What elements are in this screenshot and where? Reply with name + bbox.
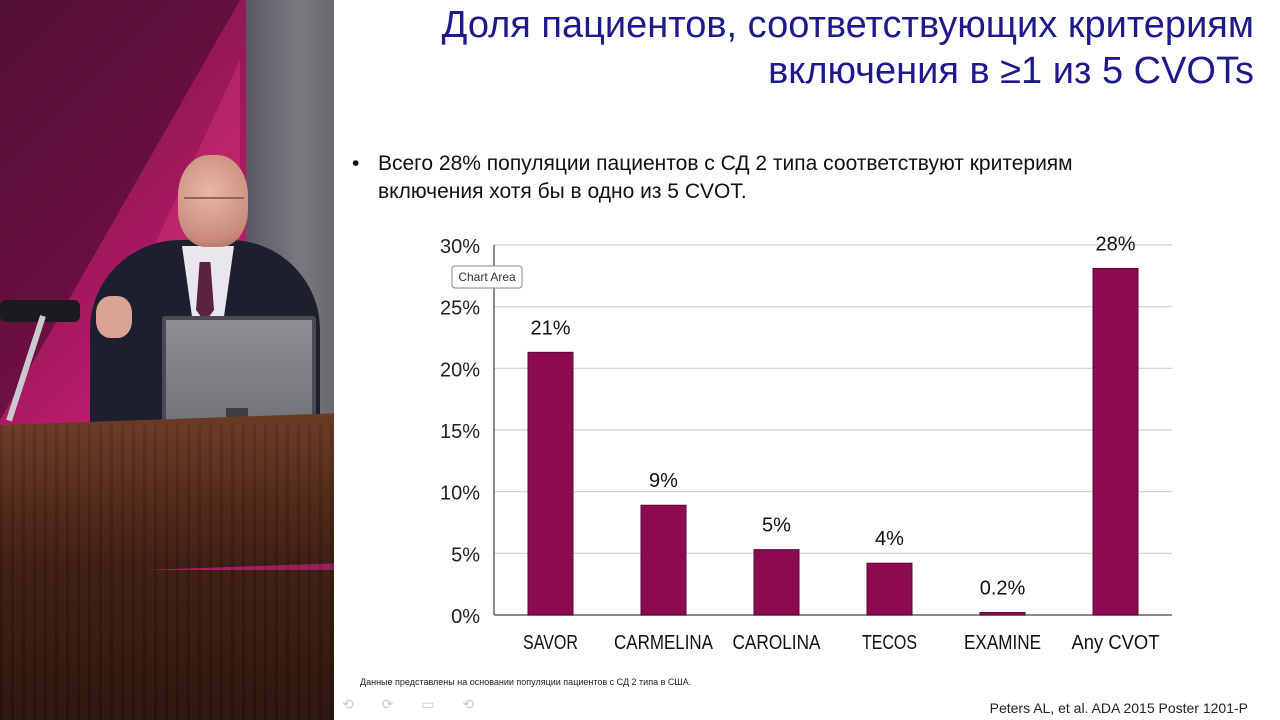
podium-texture — [0, 425, 334, 720]
bar — [527, 351, 574, 616]
speaker-head — [178, 155, 248, 247]
chart-area-tooltip — [451, 265, 523, 289]
data-label: 5% — [762, 515, 791, 537]
data-label: 9% — [649, 470, 678, 492]
y-tick-label: 10% — [440, 483, 480, 505]
y-tick-label: 25% — [440, 298, 480, 320]
speaker-glasses — [184, 197, 244, 211]
slide-title-line1: Доля пациентов, соответствующих критерия… — [441, 4, 1254, 46]
x-tick-label: SAVOR — [523, 632, 578, 654]
bullet-point: • Всего 28% популяции пациентов с СД 2 т… — [352, 150, 1232, 206]
y-tick-label: 0% — [451, 606, 480, 628]
x-tick-label: CAROLINA — [733, 632, 822, 654]
bullet-marker: • — [352, 152, 360, 175]
bar — [1092, 267, 1139, 616]
slide-title-line2: включения в ≥1 из 5 CVOTs — [768, 50, 1254, 92]
y-tick-label: 20% — [440, 359, 480, 381]
x-tick-label: EXAMINE — [964, 632, 1041, 654]
x-tick-label: Any CVOT — [1072, 632, 1160, 654]
presentation-slide: Доля пациентов, соответствующих критерия… — [334, 0, 1280, 720]
bar — [640, 504, 687, 616]
microphone — [0, 300, 80, 322]
speaker-video — [0, 0, 334, 720]
y-tick-label: 5% — [451, 544, 480, 566]
data-label: 21% — [530, 317, 570, 339]
podium-base — [0, 570, 334, 720]
footnote: Данные представлены на основании популяц… — [360, 677, 692, 687]
data-label: 28% — [1095, 233, 1135, 255]
bar-chart: 0% 5% 10% 15% 20% 25% 30% 21% SAVOR 9% CARMELINA 5%… — [440, 233, 1172, 654]
y-tick-label: 30% — [440, 236, 480, 258]
y-tick-label: 15% — [440, 421, 480, 443]
slide-title: Доля пациентов, соответствующих критерия… — [394, 2, 1254, 94]
x-tick-label: CARMELINA — [614, 632, 714, 654]
bar — [753, 549, 800, 616]
bullet-text-line2: включения хотя бы в одно из 5 CVOT. — [378, 180, 747, 203]
bar — [979, 612, 1026, 616]
speaker-hand — [96, 296, 132, 338]
chart-area-tooltip-text: Chart Area — [458, 270, 516, 284]
data-label: 0.2% — [980, 578, 1026, 600]
bar — [866, 562, 913, 616]
x-tick-label: TECOS — [862, 632, 917, 654]
data-label: 4% — [875, 528, 904, 550]
speaker-tie — [196, 262, 214, 322]
slideshow-controls[interactable]: ⟲ ⟳ ▭ ⟲ — [342, 696, 487, 712]
bullet-text-line1: Всего 28% популяции пациентов с СД 2 тип… — [378, 152, 1073, 175]
citation: Peters AL, et al. ADA 2015 Poster 1201-P — [989, 700, 1248, 716]
